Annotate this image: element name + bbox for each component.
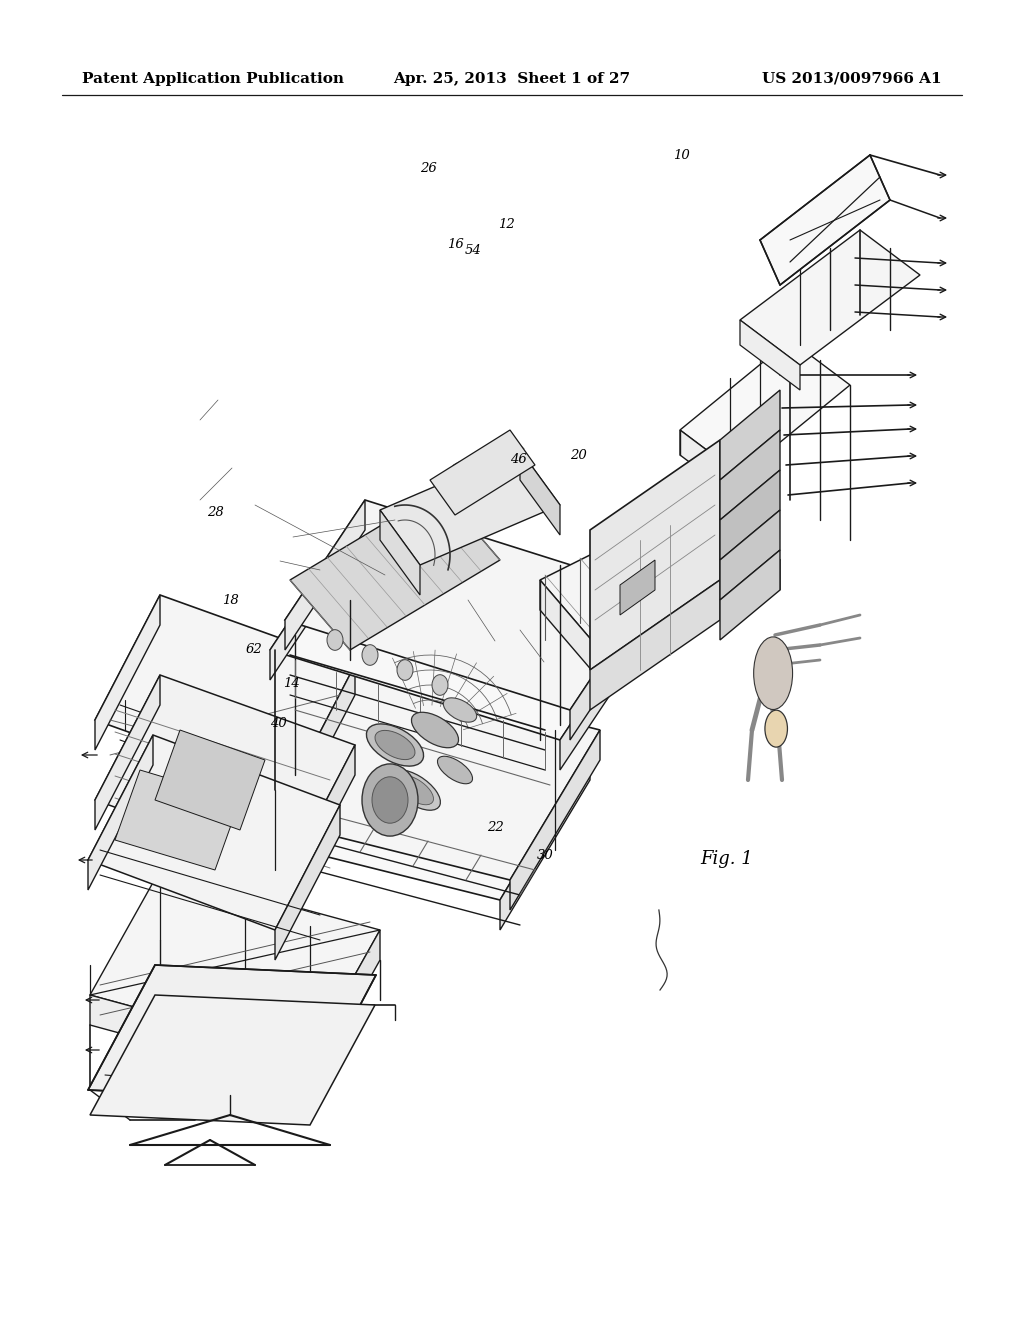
- Polygon shape: [285, 500, 365, 649]
- Polygon shape: [560, 620, 640, 770]
- Polygon shape: [90, 995, 375, 1125]
- Polygon shape: [720, 430, 780, 520]
- Polygon shape: [680, 430, 740, 500]
- Polygon shape: [680, 341, 850, 475]
- Polygon shape: [620, 560, 655, 615]
- Polygon shape: [95, 595, 160, 750]
- Polygon shape: [285, 500, 650, 710]
- Polygon shape: [740, 230, 920, 366]
- Circle shape: [362, 644, 378, 665]
- Polygon shape: [720, 550, 780, 640]
- Polygon shape: [90, 870, 380, 1055]
- Polygon shape: [310, 931, 380, 1085]
- Polygon shape: [88, 965, 376, 1100]
- Ellipse shape: [375, 730, 415, 759]
- Polygon shape: [88, 735, 340, 931]
- Text: 16: 16: [447, 238, 464, 251]
- Circle shape: [397, 660, 413, 680]
- Polygon shape: [740, 319, 800, 389]
- Polygon shape: [380, 510, 420, 595]
- Ellipse shape: [754, 638, 793, 710]
- Polygon shape: [190, 649, 280, 830]
- Polygon shape: [270, 531, 350, 680]
- Polygon shape: [270, 531, 640, 741]
- Polygon shape: [500, 750, 590, 931]
- Polygon shape: [540, 579, 600, 680]
- Text: 46: 46: [510, 453, 526, 466]
- Polygon shape: [155, 730, 265, 830]
- Ellipse shape: [389, 770, 440, 810]
- Polygon shape: [95, 675, 355, 870]
- Text: US 2013/0097966 A1: US 2013/0097966 A1: [763, 73, 942, 86]
- Circle shape: [327, 630, 343, 651]
- Polygon shape: [720, 510, 780, 601]
- Polygon shape: [95, 675, 160, 830]
- Polygon shape: [190, 649, 600, 880]
- Text: 18: 18: [222, 594, 239, 607]
- Polygon shape: [720, 389, 780, 480]
- Polygon shape: [760, 154, 890, 285]
- Polygon shape: [590, 579, 720, 710]
- Polygon shape: [590, 440, 720, 671]
- Ellipse shape: [443, 698, 476, 722]
- Polygon shape: [720, 470, 780, 560]
- Ellipse shape: [765, 710, 787, 747]
- Polygon shape: [290, 744, 355, 900]
- Text: 26: 26: [420, 162, 436, 176]
- Ellipse shape: [396, 775, 433, 805]
- Polygon shape: [520, 450, 560, 535]
- Polygon shape: [720, 490, 780, 590]
- Ellipse shape: [412, 713, 459, 747]
- Polygon shape: [540, 490, 780, 649]
- Text: 62: 62: [246, 643, 262, 656]
- Ellipse shape: [367, 723, 424, 766]
- Circle shape: [372, 776, 408, 824]
- Text: 28: 28: [207, 506, 223, 519]
- Polygon shape: [380, 450, 560, 565]
- Polygon shape: [290, 490, 500, 649]
- Text: 23: 23: [409, 783, 425, 796]
- Polygon shape: [510, 730, 600, 909]
- Polygon shape: [88, 735, 153, 890]
- Text: 54: 54: [465, 244, 481, 257]
- Circle shape: [432, 675, 449, 696]
- Polygon shape: [430, 430, 535, 515]
- Text: 14: 14: [284, 677, 300, 690]
- Text: Patent Application Publication: Patent Application Publication: [82, 73, 344, 86]
- Polygon shape: [290, 665, 355, 820]
- Text: 30: 30: [537, 849, 553, 862]
- Circle shape: [362, 764, 418, 836]
- Polygon shape: [570, 590, 650, 741]
- Text: Fig. 1: Fig. 1: [700, 850, 753, 869]
- Text: 40: 40: [270, 717, 287, 730]
- Text: Apr. 25, 2013  Sheet 1 of 27: Apr. 25, 2013 Sheet 1 of 27: [393, 73, 631, 86]
- Ellipse shape: [437, 756, 472, 784]
- Polygon shape: [180, 671, 270, 850]
- Polygon shape: [90, 995, 310, 1085]
- Polygon shape: [115, 770, 240, 870]
- Text: 22: 22: [487, 821, 504, 834]
- Polygon shape: [95, 595, 355, 789]
- Text: 10: 10: [673, 149, 689, 162]
- Polygon shape: [275, 805, 340, 960]
- Polygon shape: [180, 671, 590, 900]
- Text: 12: 12: [499, 218, 515, 231]
- Text: 20: 20: [570, 449, 587, 462]
